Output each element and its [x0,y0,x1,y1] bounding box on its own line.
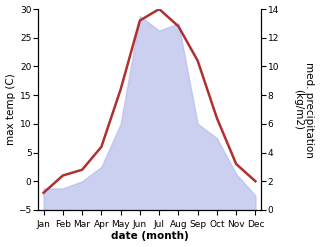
Y-axis label: max temp (C): max temp (C) [5,74,16,145]
X-axis label: date (month): date (month) [111,231,188,242]
Y-axis label: med. precipitation
(kg/m2): med. precipitation (kg/m2) [293,62,315,157]
